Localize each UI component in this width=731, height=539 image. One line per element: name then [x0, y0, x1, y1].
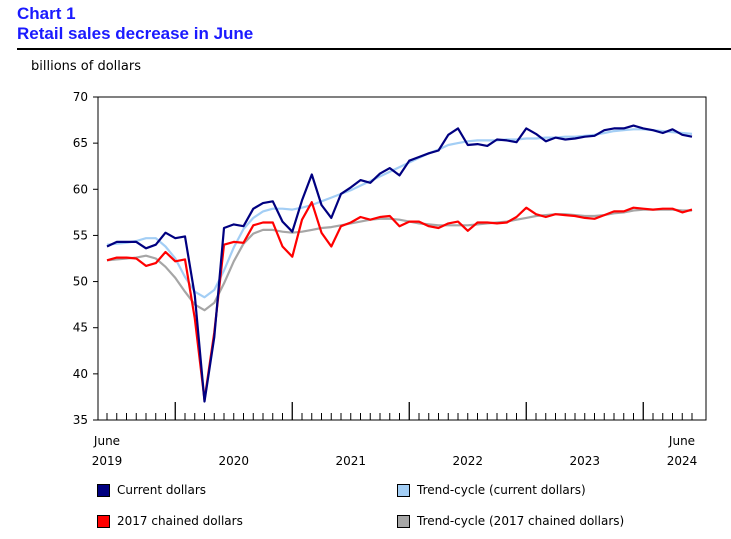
legend-label: 2017 chained dollars [117, 514, 243, 528]
x-end-year-label: 2024 [667, 454, 698, 468]
y-tick-label: 60 [73, 182, 88, 196]
chart-number: Chart 1 [17, 4, 76, 23]
y-tick-label: 65 [73, 136, 88, 150]
legend-item: Trend-cycle (current dollars) [397, 483, 586, 497]
legend-item: Trend-cycle (2017 chained dollars) [397, 514, 624, 528]
y-tick-label: 70 [73, 90, 88, 104]
chart-header: Chart 1 Retail sales decrease in June [17, 4, 731, 50]
x-start-month-label: June [93, 434, 120, 448]
legend-swatch [97, 514, 110, 528]
y-tick-label: 55 [73, 228, 88, 242]
legend-item: 2017 chained dollars [97, 514, 243, 528]
chart-title: Retail sales decrease in June [17, 24, 254, 43]
x-year-label: 2020 [218, 454, 249, 468]
x-end-month-label: June [668, 434, 695, 448]
y-axis-label: billions of dollars [31, 59, 141, 74]
legend-label: Trend-cycle (2017 chained dollars) [417, 514, 625, 528]
x-start-year-label: 2019 [92, 454, 123, 468]
x-year-label: 2023 [569, 454, 600, 468]
legend-swatch [97, 483, 110, 497]
plot-frame [97, 96, 707, 421]
y-tick-label: 45 [73, 321, 88, 335]
legend-swatch [397, 514, 410, 528]
legend-item: Current dollars [97, 483, 206, 497]
y-tick-label: 50 [73, 275, 88, 289]
y-tick-label: 35 [73, 413, 88, 427]
header-divider [17, 48, 731, 50]
series-line [106, 208, 692, 312]
x-year-label: 2021 [335, 454, 366, 468]
series-line [106, 124, 693, 403]
x-year-label: 2022 [452, 454, 483, 468]
series-line [106, 128, 693, 299]
legend-label: Current dollars [117, 483, 207, 497]
legend-label: Trend-cycle (current dollars) [417, 483, 586, 497]
y-tick-label: 40 [73, 367, 88, 381]
legend-swatch [397, 483, 410, 497]
